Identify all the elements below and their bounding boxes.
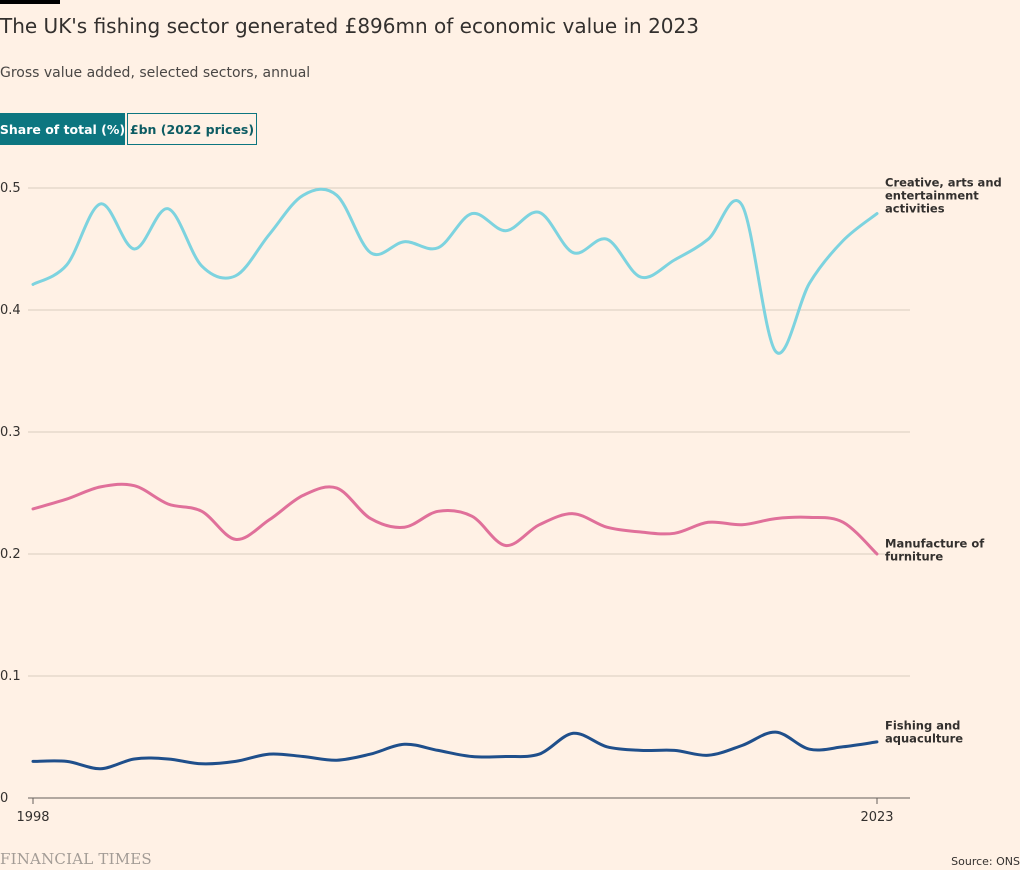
chart-title: The UK's fishing sector generated £896mn… [0,14,699,38]
series-line-manufacture-of-furniture [31,482,879,556]
top-accent-bar [0,0,60,4]
y-tick-label: 0.4 [0,303,21,318]
line-chart: 0 0.1 0.2 0.3 0.4 0.5 1998 2023 Creative, arts … [0,176,1002,825]
y-tick-label: 0.3 [0,425,21,440]
series-line-creative-arts-and-entertainment-activities [31,187,879,355]
gbp-bn-toggle[interactable]: £bn (2022 prices) [127,113,257,145]
share-of-total-toggle[interactable]: Share of total (%) [0,113,125,145]
source-note: Source: ONS [951,855,1020,868]
series-label-fishing-and-aquaculture: Fishing and aquaculture [885,718,963,745]
x-tick-label: 1998 [16,810,49,825]
series-label-creative-arts-and-entertainment-activities: Creative, arts and entertainment activitie… [885,176,1002,216]
y-tick-label: 0.2 [0,547,21,562]
x-tick-label: 2023 [860,810,893,825]
chart-subtitle: Gross value added, selected sectors, ann… [0,65,311,81]
y-tick-label: 0 [0,791,8,806]
series-label-manufacture-of-furniture: Manufacture of furniture [885,537,985,564]
y-tick-label: 0.1 [0,669,21,684]
y-tick-label: 0.5 [0,181,21,196]
ft-logo: FINANCIAL TIMES [0,850,152,868]
series-line-fishing-and-aquaculture [31,730,879,771]
